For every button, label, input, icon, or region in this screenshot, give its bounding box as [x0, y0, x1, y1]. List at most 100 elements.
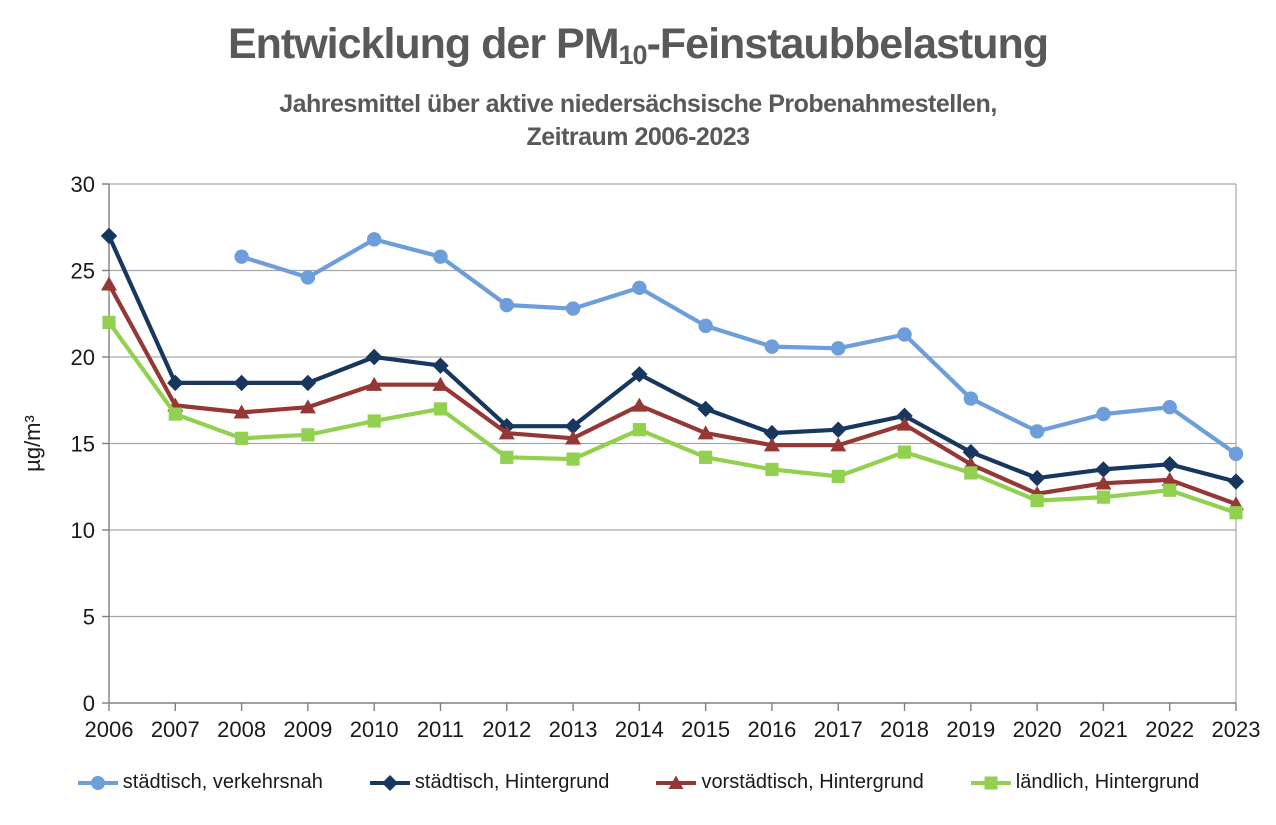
y-axis-tick-label: 5 — [83, 605, 95, 630]
legend-item-3: ländlich, Hintergrund — [970, 771, 1199, 794]
data-point-diamond-2013 — [564, 418, 582, 435]
chart-title-suffix: -Feinstaubbelastung — [646, 20, 1049, 68]
chart-title-prefix: Entwicklung der PM — [227, 20, 620, 68]
chart-title: Entwicklung der PM10-Feinstaubbelastung — [0, 20, 1276, 69]
data-point-square-2019 — [964, 466, 978, 480]
data-point-triangle-2012 — [498, 425, 515, 440]
data-point-triangle-2010 — [366, 376, 383, 391]
data-point-triangle-2022 — [1161, 472, 1178, 487]
legend-label: ländlich, Hintergrund — [1015, 771, 1200, 793]
data-point-diamond-2017 — [830, 421, 847, 438]
x-axis-tick-label: 2008 — [217, 717, 266, 742]
data-point-square-2021 — [1096, 490, 1111, 504]
x-axis-tick-label: 2009 — [283, 717, 332, 742]
data-point-square-2010 — [367, 414, 381, 428]
data-point-triangle-2016 — [763, 437, 780, 452]
data-point-square-2022 — [1163, 483, 1177, 497]
data-point-diamond-2006 — [100, 227, 118, 245]
data-point-triangle-2018 — [896, 416, 913, 431]
data-point-triangle-2013 — [565, 430, 582, 445]
data-point-triangle-2017 — [830, 437, 847, 452]
y-axis-title: µg/m³ — [20, 415, 45, 472]
legend-marker-square-icon — [970, 776, 1011, 789]
legend-item-2: vorstädtisch, Hintergrund — [655, 771, 924, 794]
x-axis-tick-label: 2011 — [417, 717, 464, 742]
data-point-square-2011 — [433, 402, 448, 416]
data-point-circle-2009 — [300, 270, 316, 285]
y-axis-tick-label: 25 — [71, 259, 95, 284]
x-axis-tick-label: 2021 — [1079, 717, 1128, 742]
x-axis-tick-label: 2020 — [1013, 717, 1062, 742]
data-point-square-2023 — [1229, 506, 1243, 520]
legend-marker-circle-icon — [77, 775, 118, 790]
data-point-square-2018 — [897, 445, 912, 459]
y-axis-tick-label: 10 — [71, 518, 95, 543]
chart-subtitle-line2: Zeitraum 2006-2023 — [526, 123, 750, 151]
data-point-diamond-2020 — [1028, 469, 1046, 487]
legend-label: städtisch, verkehrsnah — [122, 771, 323, 793]
x-axis-tick-label: 2019 — [946, 717, 995, 742]
data-point-square-2015 — [699, 450, 713, 464]
legend-label: vorstädtisch, Hintergrund — [701, 771, 924, 793]
x-axis-tick-label: 2013 — [549, 717, 598, 742]
x-axis-tick-label: 2022 — [1145, 717, 1194, 742]
data-point-diamond-2009 — [299, 374, 317, 392]
data-point-circle-2010 — [366, 232, 382, 247]
y-axis-tick-label: 30 — [71, 172, 95, 197]
data-point-circle-2022 — [1162, 399, 1177, 415]
data-point-diamond-2010 — [365, 348, 383, 366]
data-point-square-2012 — [500, 450, 514, 464]
data-point-circle-2018 — [897, 327, 912, 342]
x-axis-tick-label: 2015 — [681, 717, 730, 742]
legend-item-1: städtisch, Hintergrund — [369, 771, 609, 794]
data-point-circle-2020 — [1029, 424, 1045, 439]
series-line-2 — [106, 282, 1239, 507]
data-point-square-2006 — [102, 315, 116, 329]
x-axis-tick-label: 2017 — [814, 717, 863, 742]
data-point-diamond-2011 — [432, 357, 449, 374]
chart-subtitle: Jahresmittel über aktive niedersächsisch… — [0, 88, 1276, 154]
data-point-diamond-2008 — [233, 374, 250, 392]
data-point-square-2020 — [1030, 493, 1044, 508]
data-point-diamond-2016 — [763, 424, 781, 442]
y-axis-tick-label: 15 — [71, 432, 95, 457]
legend-marker-diamond-icon — [369, 774, 410, 791]
data-point-square-2007 — [168, 407, 182, 421]
data-point-square-2008 — [234, 431, 249, 445]
data-point-triangle-2014 — [631, 397, 648, 412]
x-axis-tick-label: 2014 — [615, 717, 664, 742]
x-axis-tick-label: 2023 — [1212, 717, 1261, 742]
chart-legend: städtisch, verkehrsnah städtisch, Hinterg… — [0, 771, 1276, 794]
data-point-circle-2013 — [565, 301, 581, 316]
x-axis-tick-label: 2018 — [880, 717, 929, 742]
data-point-square-2009 — [301, 428, 315, 442]
x-axis-tick-label: 2007 — [151, 717, 200, 742]
legend-item-0: städtisch, verkehrsnah — [77, 771, 323, 794]
data-point-triangle-2006 — [101, 276, 117, 291]
y-axis-tick-label: 20 — [71, 345, 95, 370]
series-line-0 — [239, 237, 1239, 456]
x-axis-tick-label: 2016 — [747, 717, 796, 742]
chart-subtitle-line1: Jahresmittel über aktive niedersächsisch… — [279, 90, 997, 118]
data-point-circle-2017 — [831, 341, 846, 356]
data-point-square-2017 — [831, 469, 845, 483]
data-point-circle-2023 — [1228, 446, 1244, 462]
data-point-circle-2019 — [963, 391, 979, 406]
data-point-diamond-2023 — [1227, 473, 1245, 490]
data-point-square-2016 — [765, 462, 779, 477]
data-point-diamond-2022 — [1161, 456, 1178, 473]
data-point-diamond-2014 — [631, 366, 648, 383]
legend-marker-triangle-icon — [656, 775, 697, 789]
data-point-triangle-2011 — [432, 376, 449, 391]
data-point-diamond-2021 — [1095, 461, 1112, 478]
data-point-diamond-2019 — [962, 443, 980, 461]
data-point-triangle-2021 — [1095, 475, 1112, 490]
data-point-circle-2014 — [632, 280, 647, 295]
x-axis-tick-label: 2010 — [350, 717, 399, 742]
data-point-circle-2012 — [499, 297, 514, 313]
data-point-triangle-2015 — [697, 425, 714, 440]
data-point-circle-2015 — [698, 318, 713, 334]
data-point-triangle-2008 — [233, 404, 250, 419]
